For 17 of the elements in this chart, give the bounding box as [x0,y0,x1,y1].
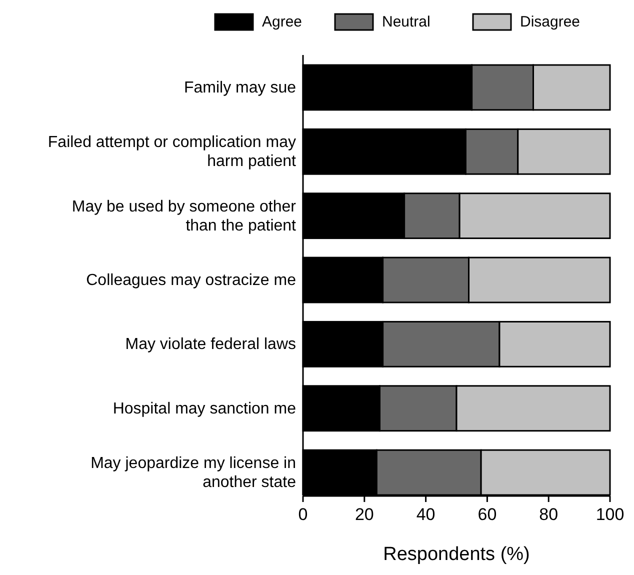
x-tick-label: 40 [416,505,436,524]
y-tick-label: Family may sue [184,78,296,96]
x-tick-label: 20 [354,505,374,524]
x-tick-label: 80 [539,505,558,524]
y-tick-label: May be used by someone other than the patient [72,198,297,234]
y-tick-label: Hospital may sanction me [112,400,296,417]
y-tick-label: Failed attempt or complication may harm patient [48,134,297,170]
legend-label: Neutral [382,14,430,30]
y-tick-label: Colleagues may ostracize me [86,272,296,288]
y-tick-label: May violate federal laws [125,336,296,353]
legend-label: Agree [262,14,302,30]
x-tick-label: 0 [298,505,308,524]
legend-label: Disagree [520,14,580,30]
x-axis-title: Respondents (%) [383,544,530,565]
x-tick-label: 100 [596,505,624,524]
y-tick-label: May jeopardize my license in another state [90,454,296,491]
x-tick-label: 60 [478,505,497,524]
